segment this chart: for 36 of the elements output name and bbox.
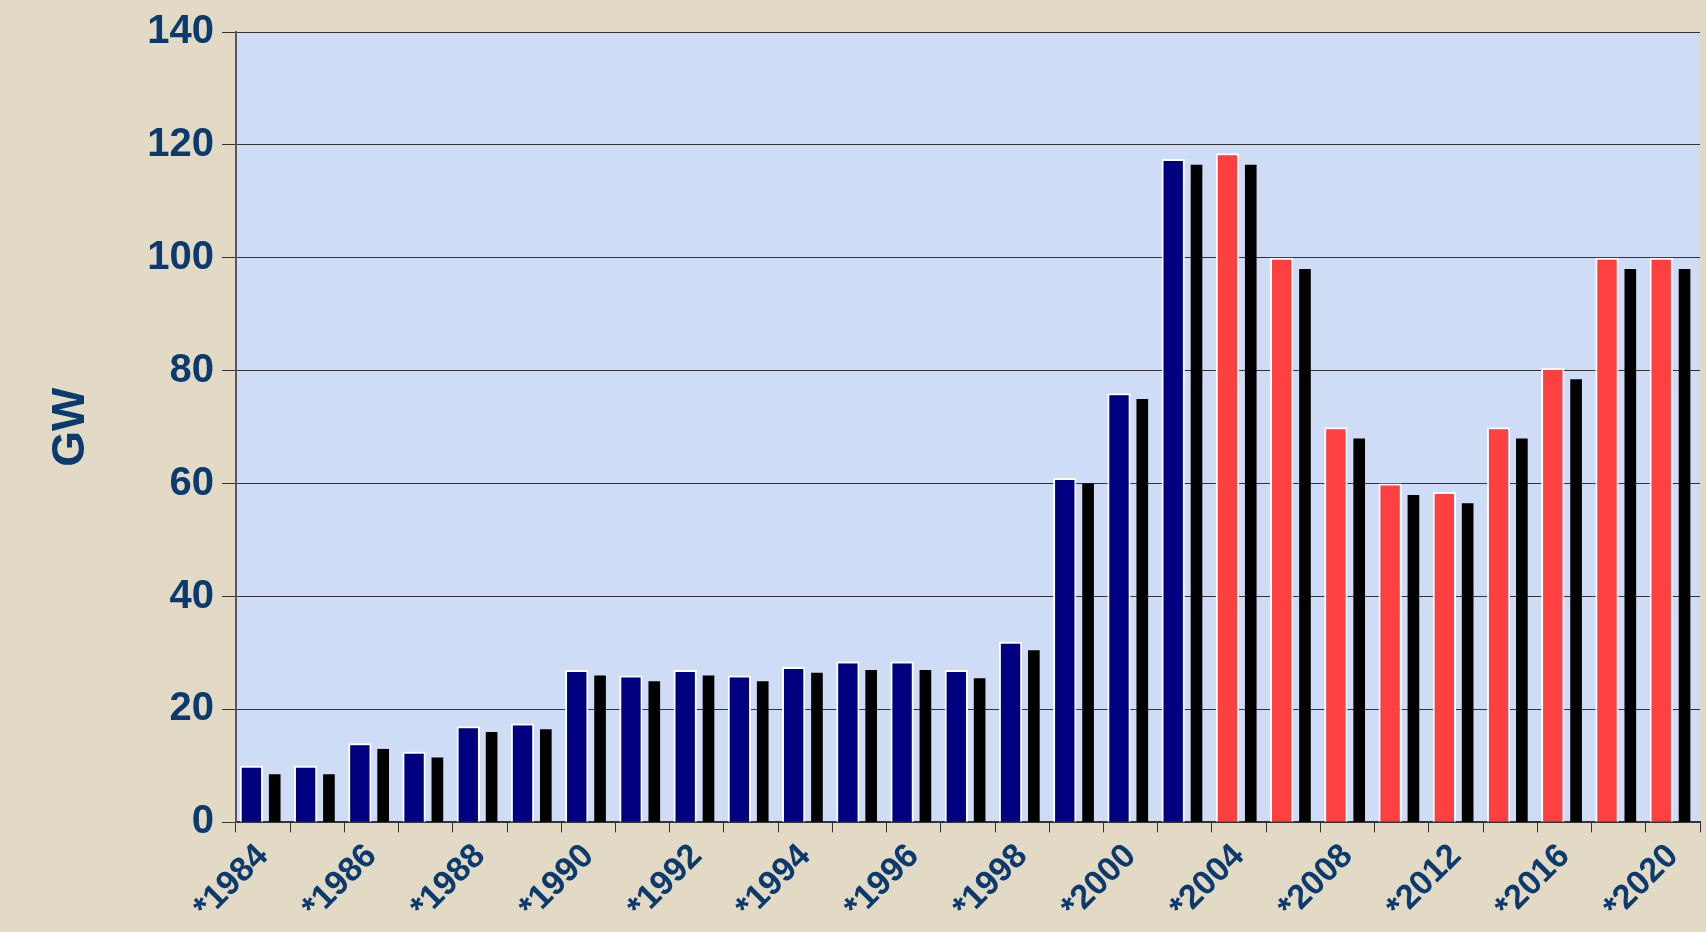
- bar: [756, 681, 769, 822]
- bar: [1624, 269, 1637, 822]
- bar: [1461, 503, 1474, 822]
- bar: [1244, 164, 1257, 822]
- bar: [973, 678, 986, 822]
- bar: [1678, 269, 1691, 822]
- bar: [1516, 438, 1528, 822]
- bar: [1407, 494, 1420, 822]
- y-tick-label: 40: [169, 571, 214, 616]
- bar: [1136, 398, 1149, 822]
- y-tick-label: 80: [169, 345, 214, 390]
- bar: [811, 672, 823, 822]
- bar: [1028, 650, 1040, 822]
- y-tick-label: 60: [169, 458, 214, 503]
- bar: [485, 731, 498, 822]
- bar: [919, 669, 932, 822]
- y-tick-label: 140: [147, 7, 214, 52]
- y-tick-label: 100: [147, 232, 214, 277]
- bar: [377, 748, 389, 822]
- bar: [540, 729, 552, 822]
- y-tick-label: 120: [147, 119, 214, 164]
- bar: [1353, 438, 1366, 822]
- bar: [648, 681, 661, 822]
- bar: [865, 669, 878, 822]
- bar: [594, 675, 606, 822]
- bar: [323, 774, 335, 822]
- bar: [1082, 483, 1094, 822]
- bar: [1570, 379, 1582, 822]
- bar: [702, 675, 715, 822]
- bar: [431, 757, 444, 822]
- y-axis-title: GW: [42, 386, 95, 467]
- bar: [1190, 164, 1203, 822]
- y-tick-label: 0: [191, 797, 214, 842]
- bar: [268, 774, 281, 822]
- bar: [1299, 269, 1311, 822]
- y-tick-label: 20: [169, 684, 214, 729]
